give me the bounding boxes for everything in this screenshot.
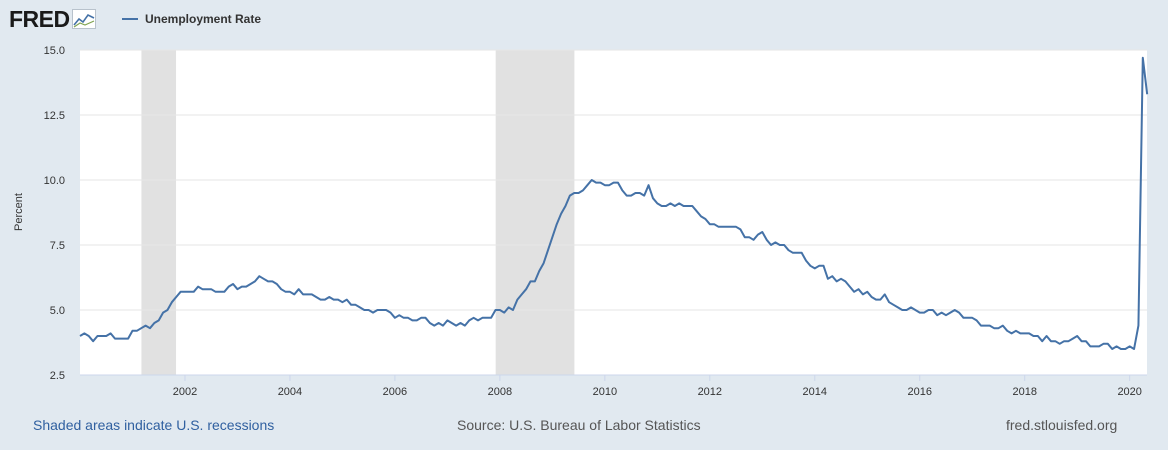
gridlines: [80, 49, 1147, 376]
chart-canvas: 2.55.07.510.012.515.0 2002 2004 2006 2008 20…: [13, 45, 1149, 398]
chart-legend[interactable]: Unemployment Rate: [122, 12, 261, 26]
y-axis-label: Percent: [13, 193, 25, 231]
series-layer: [79, 56, 1149, 350]
x-tick-label: 2004: [278, 386, 302, 398]
fred-logo[interactable]: FRED: [9, 6, 96, 32]
y-tick-label: 12.5: [44, 110, 65, 122]
x-tick-label: 2006: [383, 386, 407, 398]
recessions-note-link[interactable]: Shaded areas indicate U.S. recessions: [33, 417, 275, 433]
fred-site-link[interactable]: fred.stlouisfed.org: [1006, 417, 1118, 433]
series-line-1[interactable]: [79, 56, 1149, 350]
x-axis-ticks: 2002 2004 2006 2008 2010 2012 2014 2016 2018 2020: [80, 374, 1147, 398]
x-tick-label: 2012: [698, 386, 722, 398]
y-axis-ticks: 2.5 5.0 7.5 10.0 12.5 15.0: [44, 45, 65, 382]
y-tick-label: 15.0: [44, 45, 65, 57]
y-tick-label: 10.0: [44, 175, 65, 187]
x-tick-label: 2016: [908, 386, 932, 398]
x-tick-label: 2002: [173, 386, 197, 398]
y-tick-label: 7.5: [50, 240, 65, 252]
x-tick-label: 2018: [1012, 386, 1036, 398]
legend-swatch: [122, 18, 138, 20]
legend-series-label: Unemployment Rate: [145, 12, 262, 26]
logo-text: FRED: [9, 6, 70, 32]
x-tick-label: 2020: [1117, 386, 1141, 398]
x-tick-label: 2008: [488, 386, 512, 398]
source-note: Source: U.S. Bureau of Labor Statistics: [457, 417, 701, 433]
x-tick-label: 2014: [803, 386, 827, 398]
fred-chart-icon: [71, 9, 96, 29]
plot-background: [80, 50, 1147, 375]
y-tick-label: 5.0: [50, 305, 65, 317]
x-tick-label: 2010: [593, 386, 617, 398]
y-tick-label: 2.5: [50, 370, 65, 382]
